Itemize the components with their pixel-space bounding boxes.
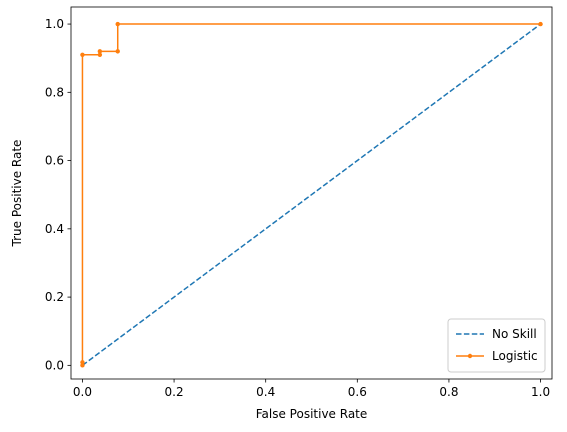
x-axis: 0.0 0.2 0.4 0.6 0.8 1.0 [73,379,550,399]
data-point-logistic [538,21,543,27]
legend: No Skill Logistic [447,318,546,373]
data-point-logistic [115,21,120,27]
y-tick-label: 0.2 [45,290,64,304]
y-axis: 0.0 0.2 0.4 0.6 0.8 1.0 [45,17,71,372]
data-point-logistic [115,49,120,54]
y-tick-label: 1.0 [45,17,64,31]
x-axis-label: False Positive Rate [256,407,368,421]
x-tick-label: 0.0 [73,385,92,399]
data-point-logistic [97,52,103,57]
legend-box [447,318,546,373]
y-axis-label: True Positive Rate [10,140,24,248]
data-point-logistic [80,360,85,365]
data-point-logistic [80,52,85,57]
x-tick-label: 0.8 [439,385,458,399]
legend-label-logistic: Logistic [492,349,538,363]
series-line-no-skill [82,23,541,366]
x-tick-label: 0.6 [348,385,367,399]
x-tick-label: 0.2 [165,385,184,399]
legend-marker-logistic [467,353,473,359]
legend-label-no-skill: No Skill [492,327,537,341]
x-tick-label: 1.0 [531,385,550,399]
y-tick-label: 0.6 [45,154,64,168]
y-tick-label: 0.0 [45,358,64,372]
axes-border [70,6,553,380]
data-point-logistic [80,363,85,368]
y-tick-label: 0.4 [45,222,64,236]
axes-frame [70,6,553,380]
data-point-logistic [97,49,103,54]
y-tick-label: 0.8 [45,85,64,99]
x-tick-label: 0.4 [256,385,275,399]
plot-area [80,21,543,368]
